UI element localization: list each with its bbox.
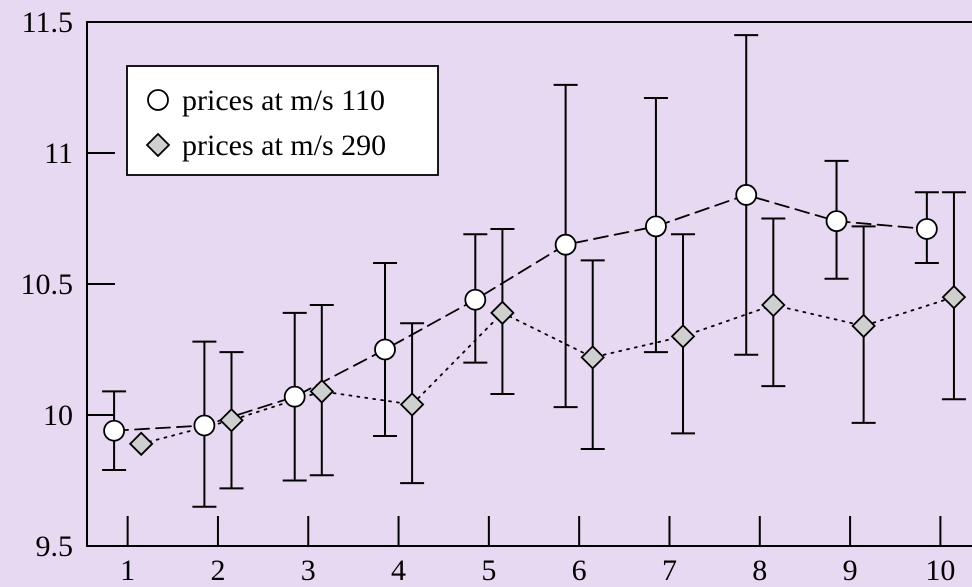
x-tick-label: 3	[301, 554, 316, 587]
y-tick-label: 10	[43, 399, 73, 432]
x-tick-label: 4	[391, 554, 406, 587]
marker-s1-5	[464, 288, 487, 311]
series-line-1	[113, 193, 928, 432]
x-tick-label: 10	[925, 554, 955, 587]
marker-s2-7	[670, 324, 696, 349]
legend-label-1: prices at m/s 110	[182, 84, 385, 117]
marker-s2-3	[309, 379, 335, 404]
x-tick-label: 7	[662, 554, 677, 587]
y-tick-label: 11	[44, 137, 73, 170]
marker-s1-7	[645, 215, 667, 238]
marker-s2-10	[941, 284, 967, 310]
legend-label-2: prices at m/s 290	[182, 129, 386, 162]
marker-s1-10	[915, 218, 938, 240]
x-tick-label: 2	[210, 554, 225, 587]
x-tick-label: 6	[572, 554, 587, 587]
data-markers	[103, 184, 967, 457]
series-lines	[113, 193, 955, 445]
marker-s1-3	[283, 385, 306, 408]
series-line-2	[140, 296, 955, 445]
marker-s2-4	[399, 392, 425, 417]
legend-marker-1	[147, 89, 169, 111]
legend-box	[126, 65, 439, 176]
marker-s1-8	[735, 184, 758, 206]
marker-s2-5	[490, 300, 515, 326]
marker-s1-4	[374, 338, 396, 361]
marker-s1-6	[554, 233, 577, 256]
y-tick-label: 11.5	[22, 6, 73, 39]
legend-marker-2	[145, 132, 171, 158]
marker-s2-8	[761, 292, 786, 318]
x-tick-label: 1	[120, 554, 135, 587]
marker-s2-2	[219, 407, 244, 433]
x-tick-label: 8	[752, 554, 767, 587]
y-tick-label: 10.5	[21, 268, 74, 301]
marker-s2-6	[580, 345, 605, 370]
marker-s1-1	[103, 419, 125, 442]
legend: prices at m/s 110 prices at m/s 290	[126, 65, 439, 176]
marker-s1-2	[193, 414, 216, 437]
marker-s2-1	[128, 431, 154, 457]
axes: 9.5 10 10.5 11 11.5 1 2 3 4 5 6 7 8 9 10	[21, 6, 972, 587]
marker-s2-9	[851, 313, 876, 339]
x-tick-label: 5	[481, 554, 496, 587]
marker-s1-9	[825, 210, 848, 233]
y-tick-label: 9.5	[36, 530, 74, 563]
x-tick-label: 9	[843, 554, 858, 587]
